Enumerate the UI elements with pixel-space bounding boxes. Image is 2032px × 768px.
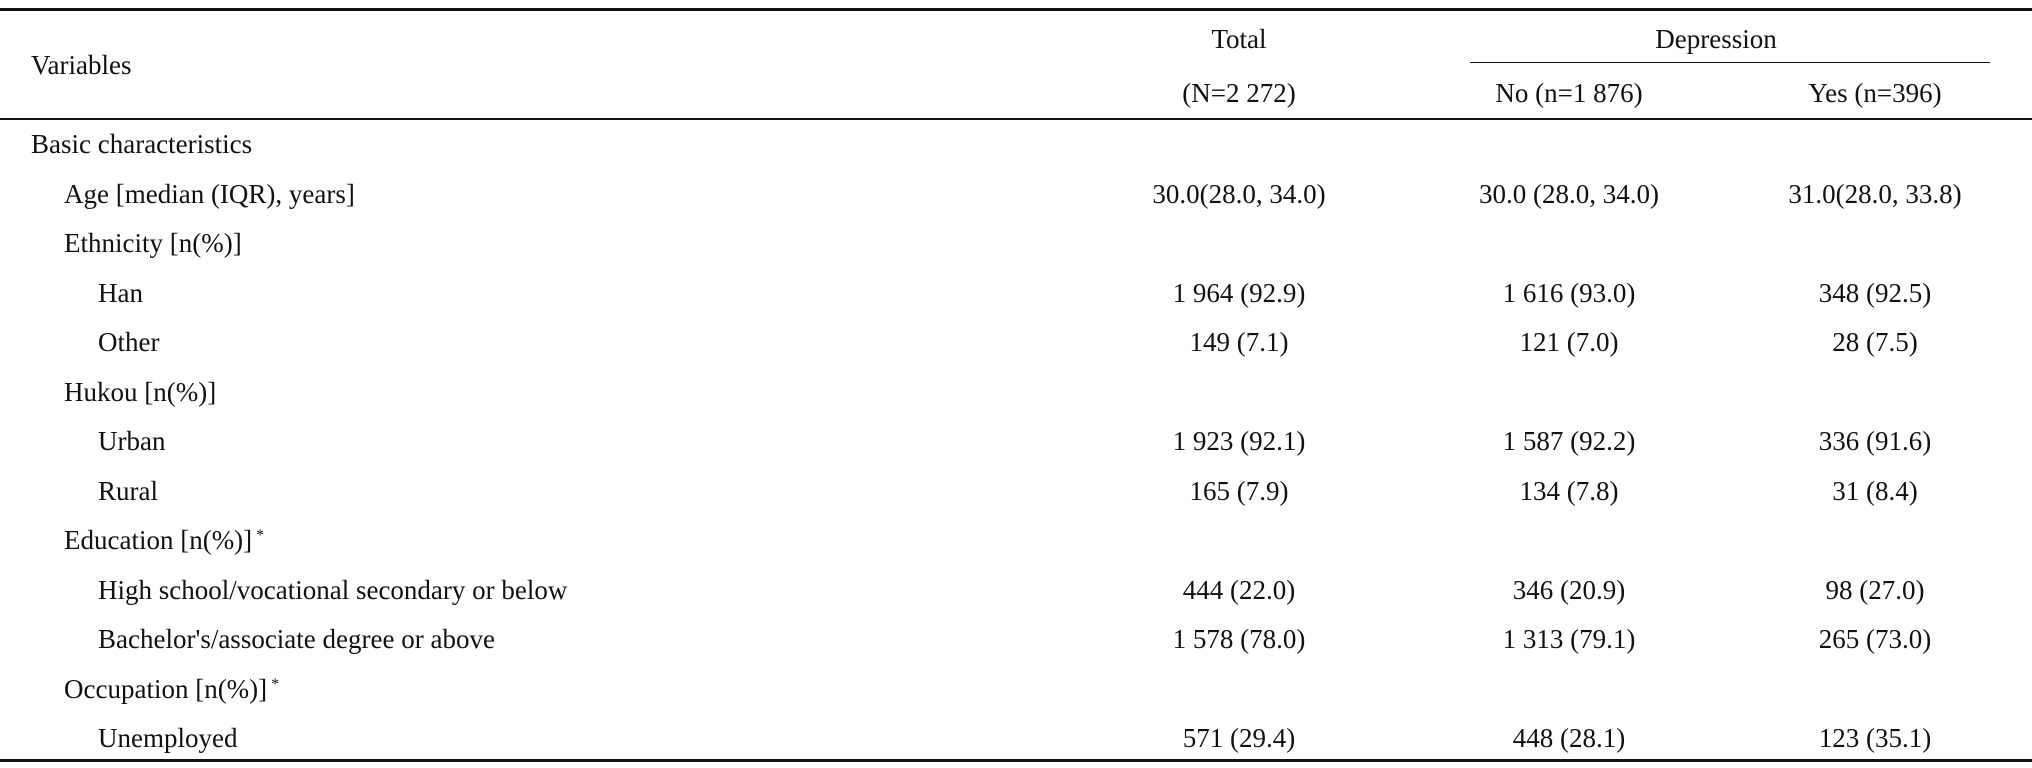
row-note: * [271, 675, 280, 693]
cell-yes: 31.0(28.0, 33.8) [1788, 178, 1962, 209]
cell-no: 448 (28.1) [1512, 723, 1626, 753]
cell-total: 30.0(28.0, 34.0) [1152, 178, 1326, 209]
cell-yes: 28 (7.5) [1832, 327, 1918, 357]
cell-yes: 31 (8.4) [1832, 475, 1918, 506]
row-label: Age [median (IQR), years] [64, 178, 355, 209]
row-label: Bachelor's/associate degree or above [98, 624, 495, 654]
row-label: Basic characteristics [31, 129, 253, 159]
cell-yes: 265 (73.0) [1818, 624, 1932, 654]
top-rule [0, 8, 2032, 11]
row-label: Ethnicity [n(%)] [64, 228, 242, 258]
span-rule [1470, 62, 1990, 63]
cell-no: 346 (20.9) [1512, 574, 1626, 605]
cell-total: 1 964 (92.9) [1172, 277, 1306, 308]
cell-no: 1 313 (79.1) [1502, 624, 1636, 654]
header-no: No (n=1 876) [1495, 78, 1643, 108]
header-total: Total [1211, 24, 1267, 54]
row-label: High school/vocational secondary or belo… [98, 574, 568, 605]
cell-yes: 98 (27.0) [1825, 574, 1925, 605]
cell-total: 149 (7.1) [1189, 327, 1289, 357]
row-label: Han [98, 277, 143, 308]
header-yes: Yes (n=396) [1808, 78, 1942, 108]
cell-yes: 336 (91.6) [1818, 426, 1932, 456]
cell-no: 1 587 (92.2) [1502, 426, 1636, 456]
row-note: * [256, 527, 265, 544]
cell-no: 121 (7.0) [1519, 327, 1619, 357]
row-label: Education [n(%)] * [64, 523, 264, 557]
row-label-text: Occupation [n(%)] [64, 673, 268, 704]
row-label: Urban [98, 426, 166, 456]
header-total-n: (N=2 272) [1182, 78, 1296, 108]
row-label: Unemployed [98, 723, 238, 753]
bottom-rule [0, 759, 2032, 762]
row-label: Hukou [n(%)] [64, 376, 217, 407]
header-variables: Variables [31, 50, 132, 80]
cell-total: 1 923 (92.1) [1172, 426, 1306, 456]
cell-no: 1 616 (93.0) [1502, 277, 1636, 308]
cell-total: 571 (29.4) [1182, 723, 1296, 753]
header-rule [0, 118, 2032, 120]
header-depression: Depression [1655, 24, 1777, 54]
cell-yes: 123 (35.1) [1818, 723, 1932, 753]
cell-yes: 348 (92.5) [1818, 277, 1932, 308]
cell-no: 30.0 (28.0, 34.0) [1479, 178, 1659, 209]
row-label-text: Education [n(%)] [64, 525, 253, 555]
row-label: Occupation [n(%)] * [64, 672, 279, 706]
cell-no: 134 (7.8) [1519, 475, 1619, 506]
cell-total: 1 578 (78.0) [1172, 624, 1306, 654]
row-label: Rural [98, 475, 158, 506]
row-label: Other [98, 327, 160, 357]
cell-total: 444 (22.0) [1182, 574, 1296, 605]
cell-total: 165 (7.9) [1189, 475, 1289, 506]
